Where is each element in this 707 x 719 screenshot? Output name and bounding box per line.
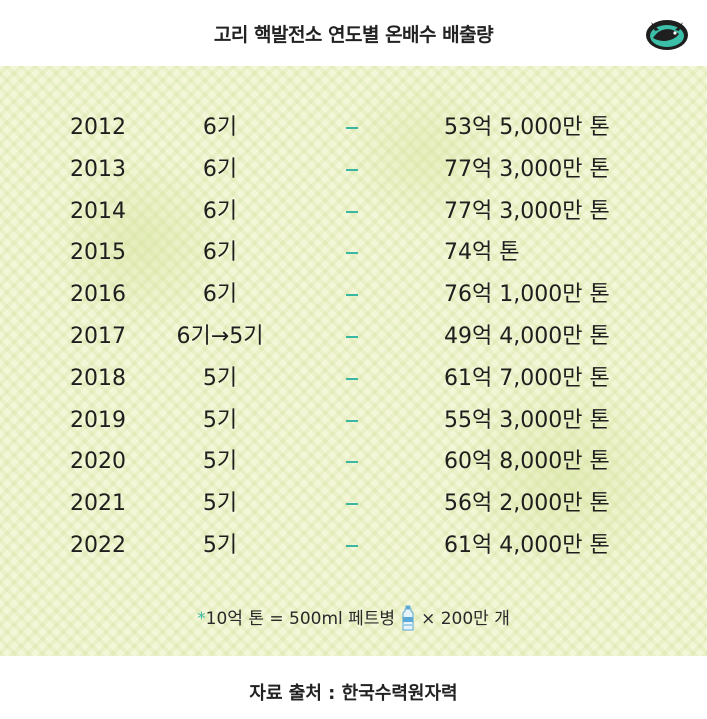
row-dash-divider [346, 461, 358, 464]
footnote-text-before: 10억 톤 = 500ml 페트병 [205, 609, 396, 629]
table-row: 2012 6기 53억 5,000만 톤 [0, 110, 707, 146]
row-discharge-amount: 53억 5,000만 톤 [444, 115, 610, 140]
source-credit: 자료 출처 : 한국수력원자력 [249, 683, 458, 704]
row-dash-divider [346, 127, 358, 129]
row-dash-divider [346, 545, 358, 547]
row-reactor-count: 5기 [202, 449, 238, 475]
table-row: 2013 6기 77억 3,000만 톤 [0, 152, 707, 188]
row-dash-divider [346, 252, 358, 255]
table-row: 2014 6기 77억 3,000만 톤 [0, 194, 707, 230]
row-reactor-count: 6기 [202, 156, 238, 182]
table-row: 2019 5기 55억 3,000만 톤 [0, 403, 707, 439]
row-year: 2020 [70, 449, 126, 475]
row-reactor-count: 5기 [202, 533, 238, 558]
table-row: 2017 6기→5기 49억 4,000만 톤 [0, 319, 707, 355]
row-reactor-count: 6기 [202, 198, 238, 224]
row-discharge-amount: 76억 1,000만 톤 [444, 282, 610, 308]
row-discharge-amount: 77억 3,000만 톤 [444, 156, 610, 182]
row-dash-divider [346, 503, 358, 506]
table-row: 2016 6기 76억 1,000만 톤 [0, 277, 707, 313]
footer: 자료 출처 : 한국수력원자력 [0, 656, 707, 719]
row-reactor-count: 6기→5기 [176, 324, 264, 349]
row-discharge-amount: 74억 톤 [444, 240, 520, 266]
footnote-text-after: × 200만 개 [421, 609, 510, 629]
footnote: *10억 톤 = 500ml 페트병 × 200만 개 [0, 604, 707, 631]
row-dash-divider [346, 377, 358, 380]
row-discharge-amount: 61억 7,000만 톤 [444, 365, 610, 391]
row-reactor-count: 6기 [202, 240, 238, 266]
row-dash-divider [346, 294, 358, 297]
row-dash-divider [346, 336, 358, 338]
row-reactor-count: 5기 [202, 407, 238, 433]
bird-logo-icon [646, 20, 688, 50]
row-reactor-count: 5기 [202, 365, 238, 391]
footnote-star: * [197, 609, 206, 629]
header: 고리 핵발전소 연도별 온배수 배출량 [0, 0, 707, 66]
row-year: 2015 [70, 240, 126, 266]
row-year: 2013 [70, 156, 126, 182]
pet-bottle-icon [402, 605, 414, 631]
page-title: 고리 핵발전소 연도별 온배수 배출량 [213, 24, 494, 46]
row-year: 2016 [70, 282, 126, 308]
data-panel [0, 66, 707, 656]
row-discharge-amount: 56억 2,000만 톤 [444, 491, 610, 517]
row-dash-divider [346, 419, 358, 422]
row-dash-divider [346, 168, 358, 171]
row-year: 2012 [70, 115, 126, 140]
row-year: 2018 [70, 365, 126, 391]
row-year: 2021 [70, 491, 126, 517]
row-year: 2017 [70, 324, 126, 349]
row-year: 2014 [70, 198, 126, 224]
row-year: 2019 [70, 407, 126, 433]
row-reactor-count: 6기 [202, 115, 238, 140]
row-discharge-amount: 49억 4,000만 톤 [444, 324, 610, 349]
row-year: 2022 [70, 533, 126, 558]
table-row: 2022 5기 61억 4,000만 톤 [0, 528, 707, 564]
row-dash-divider [346, 210, 358, 213]
row-discharge-amount: 60억 8,000만 톤 [444, 449, 610, 475]
table-row: 2021 5기 56억 2,000만 톤 [0, 486, 707, 522]
row-discharge-amount: 77억 3,000만 톤 [444, 198, 610, 224]
row-reactor-count: 6기 [202, 282, 238, 308]
row-reactor-count: 5기 [202, 491, 238, 517]
row-discharge-amount: 61억 4,000만 톤 [444, 533, 610, 558]
table-row: 2018 5기 61억 7,000만 톤 [0, 361, 707, 397]
table-row: 2020 5기 60억 8,000만 톤 [0, 444, 707, 480]
row-discharge-amount: 55억 3,000만 톤 [444, 407, 610, 433]
table-row: 2015 6기 74억 톤 [0, 235, 707, 271]
